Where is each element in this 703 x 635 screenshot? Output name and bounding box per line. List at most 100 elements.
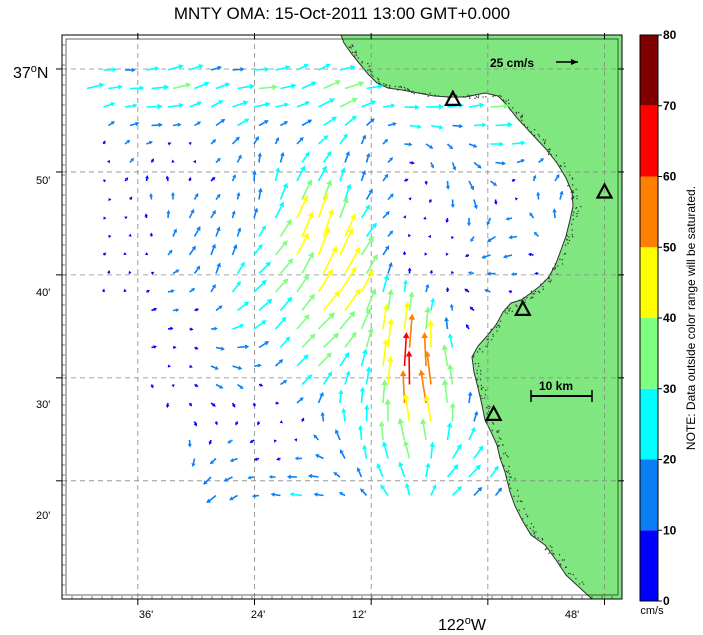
vector-shaft bbox=[406, 486, 411, 496]
vector-shaft bbox=[382, 213, 388, 219]
vector-head bbox=[390, 103, 396, 109]
vector-shaft bbox=[237, 85, 250, 90]
vector-head bbox=[408, 142, 413, 147]
vector-head bbox=[287, 258, 294, 265]
vector-shaft bbox=[215, 266, 220, 274]
coast-dot bbox=[509, 307, 511, 310]
vector-shaft bbox=[444, 349, 449, 367]
vector-head bbox=[319, 391, 324, 397]
coast-dot bbox=[403, 86, 406, 89]
vector-head bbox=[223, 477, 228, 482]
vector-shaft bbox=[445, 320, 449, 330]
vector-shaft bbox=[382, 385, 386, 404]
vector-shaft bbox=[446, 143, 452, 148]
colorbar-label-8: 80 bbox=[663, 28, 677, 42]
vector-head bbox=[217, 65, 223, 71]
vector-head bbox=[384, 173, 389, 179]
colorbar-label-5: 50 bbox=[663, 240, 677, 254]
coast-dot bbox=[486, 407, 488, 409]
vector-shaft bbox=[468, 104, 480, 108]
vector-shaft bbox=[365, 293, 375, 311]
radar-site-4 bbox=[484, 404, 503, 422]
vector-head bbox=[467, 271, 472, 275]
vector-head bbox=[304, 151, 310, 157]
vector-head bbox=[477, 486, 483, 492]
vector-head bbox=[425, 283, 430, 288]
coast-dot bbox=[526, 126, 529, 129]
coast-dot bbox=[437, 95, 440, 97]
vector-shaft bbox=[339, 271, 354, 293]
vector-shaft bbox=[236, 421, 239, 424]
vector-shaft bbox=[381, 426, 384, 441]
coast-dot bbox=[526, 515, 529, 518]
coast-dot bbox=[399, 85, 402, 88]
vector-shaft bbox=[473, 448, 482, 459]
vector-head bbox=[231, 210, 236, 215]
vector-shaft bbox=[210, 286, 215, 293]
vector-head bbox=[449, 303, 454, 308]
vector-head bbox=[389, 193, 394, 198]
vector-head bbox=[149, 193, 154, 197]
vector-head bbox=[313, 492, 318, 497]
vector-shaft bbox=[387, 265, 392, 274]
scale-bar: 10 km bbox=[530, 379, 593, 402]
vector-shaft bbox=[487, 217, 492, 223]
reference-arrow-head bbox=[571, 59, 578, 65]
coast-dot bbox=[570, 223, 573, 225]
vector-head bbox=[170, 326, 174, 331]
vector-shaft bbox=[339, 171, 344, 182]
vector-shaft bbox=[341, 493, 346, 497]
coast-dot bbox=[476, 372, 478, 375]
coast-dot bbox=[511, 310, 513, 313]
vector-shaft bbox=[384, 445, 389, 459]
colorbar-label-0: 0 bbox=[663, 594, 670, 608]
vector-head bbox=[219, 384, 224, 389]
coast-dot bbox=[541, 539, 544, 541]
coast-dot bbox=[418, 92, 420, 94]
vector-shaft bbox=[296, 200, 306, 219]
vector-head bbox=[244, 344, 250, 350]
vector-head bbox=[356, 467, 361, 472]
coast-dot bbox=[497, 441, 499, 443]
coast-dot bbox=[548, 150, 550, 153]
coast-dot bbox=[563, 162, 565, 164]
vector-shaft bbox=[378, 467, 384, 478]
vector-head bbox=[350, 64, 356, 71]
coast-dot bbox=[576, 195, 578, 197]
vector-shaft bbox=[301, 419, 304, 422]
vector-shaft bbox=[317, 198, 327, 219]
vector-shaft bbox=[382, 309, 387, 330]
coast-dot bbox=[568, 236, 570, 238]
coast-dot bbox=[507, 456, 509, 458]
coast-dot bbox=[487, 410, 490, 413]
coast-dot bbox=[462, 96, 465, 98]
vector-head bbox=[196, 265, 201, 271]
vector-shaft bbox=[489, 468, 497, 478]
vector-shaft bbox=[189, 289, 193, 293]
coast-dot bbox=[474, 97, 476, 99]
vector-shaft bbox=[258, 191, 262, 200]
vector-head bbox=[507, 121, 513, 128]
coast-dot bbox=[544, 141, 546, 143]
vector-shaft bbox=[274, 139, 279, 145]
vector-shaft bbox=[387, 123, 394, 127]
vector-head bbox=[153, 307, 158, 312]
vector-shaft bbox=[344, 292, 359, 311]
vector-shaft bbox=[426, 400, 432, 422]
vector-head bbox=[283, 121, 289, 125]
coast-dot bbox=[376, 77, 379, 79]
vector-head bbox=[540, 158, 545, 162]
coast-dot bbox=[495, 326, 498, 329]
coast-dot bbox=[572, 573, 574, 576]
vector-head bbox=[452, 166, 457, 171]
vector-head bbox=[470, 238, 474, 243]
coast-dot bbox=[498, 444, 501, 447]
coast-dot bbox=[488, 407, 490, 410]
vector-head bbox=[252, 170, 257, 175]
plot-title: MNTY OMA: 15-Oct-2011 13:00 GMT+0.000 bbox=[173, 4, 511, 23]
vector-shaft bbox=[423, 337, 427, 367]
coast-dot bbox=[542, 288, 544, 290]
vector-head bbox=[190, 208, 195, 214]
latitude-labels: 37oN 50' 40' 30' 20' bbox=[13, 63, 50, 522]
coast-dot bbox=[530, 296, 533, 299]
